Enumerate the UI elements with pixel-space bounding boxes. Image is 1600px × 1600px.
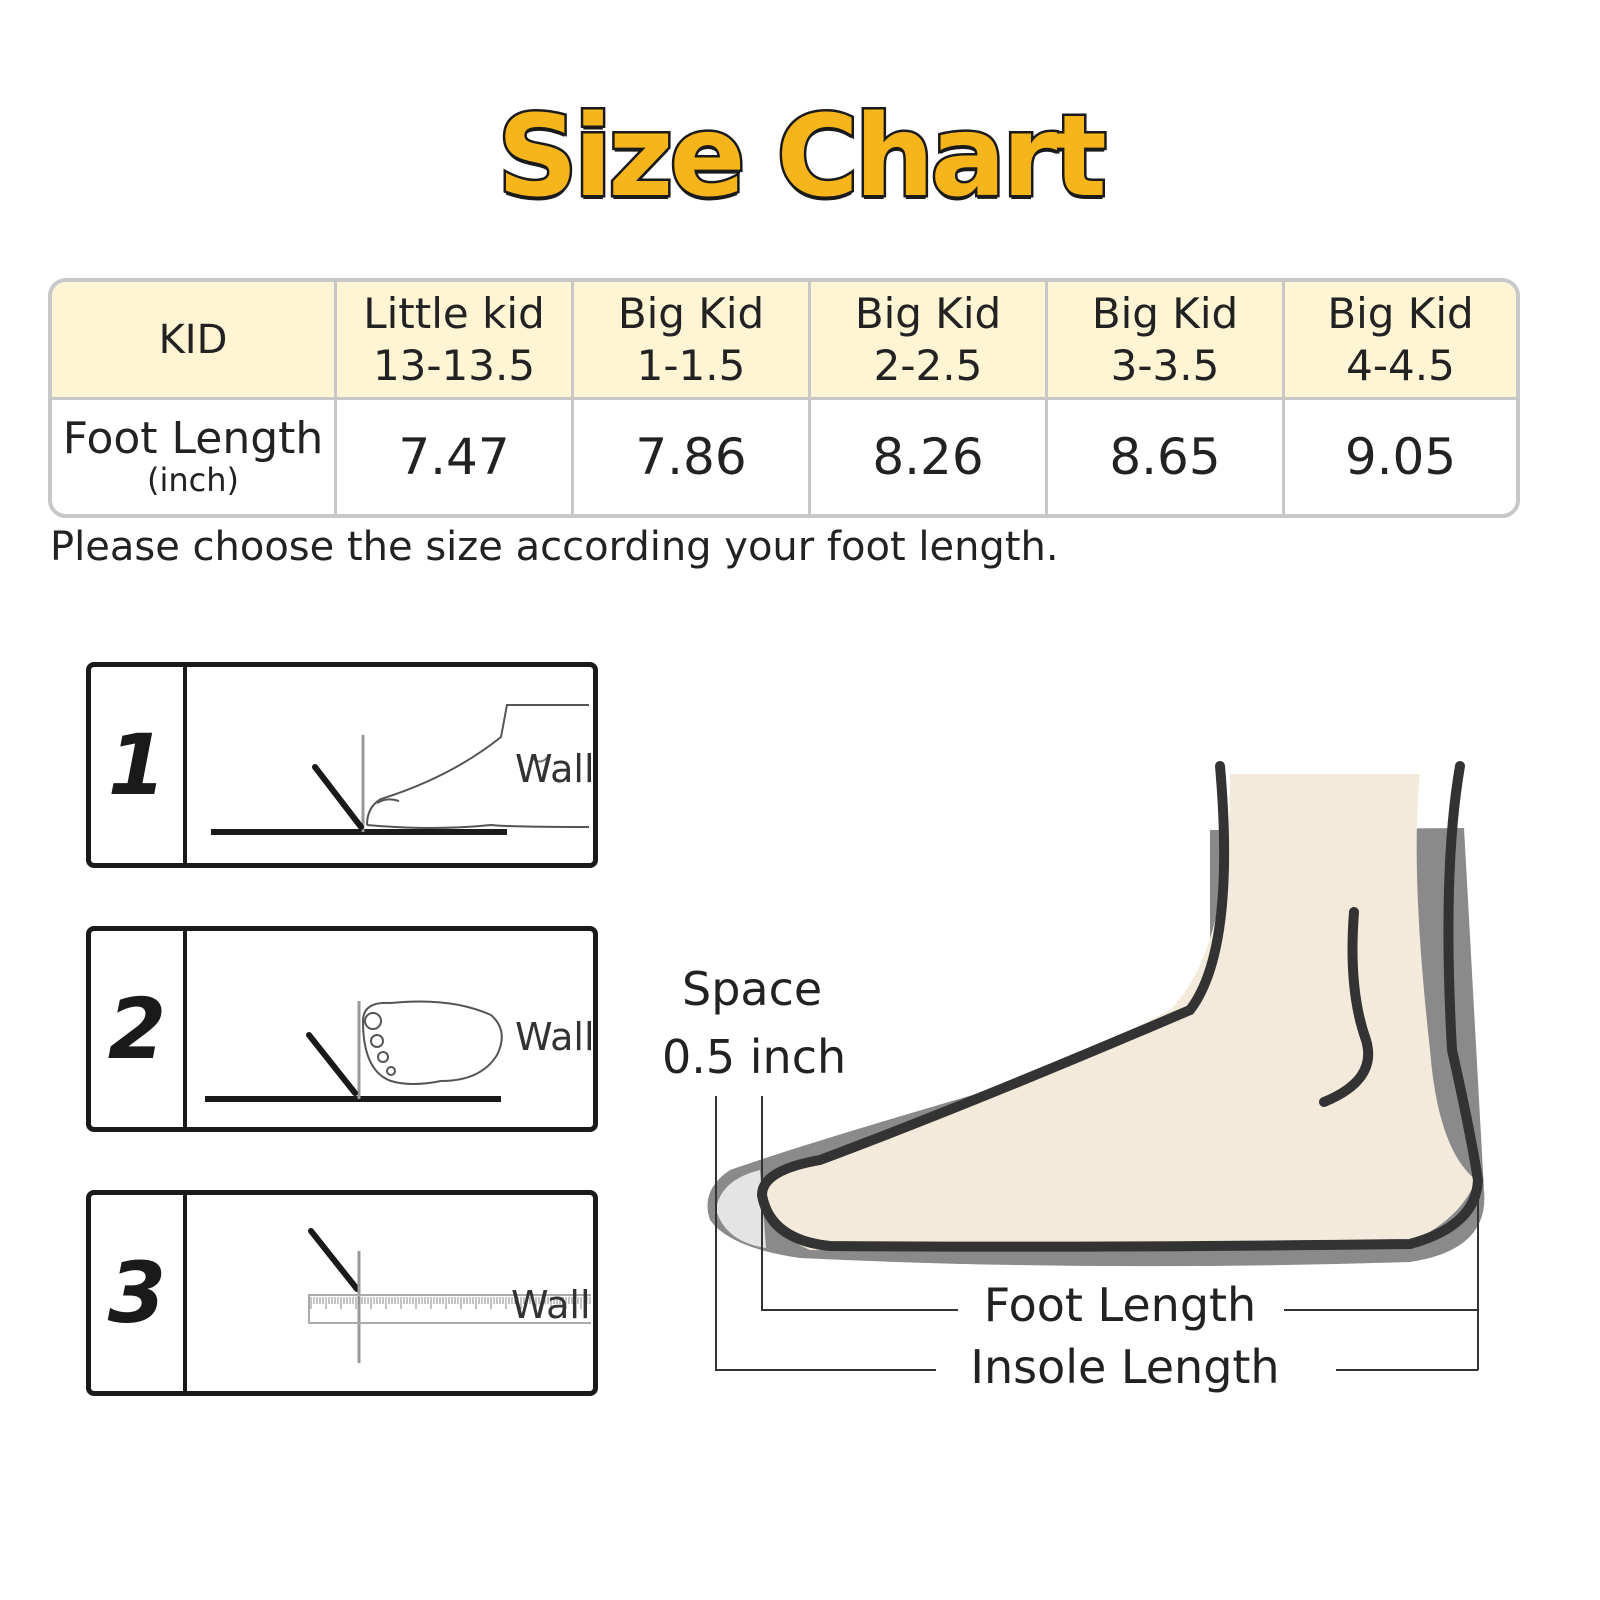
step-1-panel: 1 Wall [86,662,598,868]
foot-length-unit: (inch) [146,461,239,499]
foot-length-value-2: 7.86 [574,400,811,514]
step-number: 1 [91,667,187,863]
step-number: 2 [91,931,187,1127]
foot-outline [756,761,1484,1252]
step-2-panel: 2 Wall [86,926,598,1132]
header-size-4: Big Kid 3-3.5 [1048,282,1285,400]
insole-length-line [715,1096,936,1371]
step-3-panel: 3 Wall [86,1190,598,1396]
size-note: Please choose the size according your fo… [50,524,1059,570]
row-label-foot-length: Foot Length (inch) [52,400,337,514]
insole-length-caption: Insole Length [970,1340,1280,1394]
space-label: Space [682,962,823,1016]
wall-label: Wall [515,747,595,791]
header-size-3: Big Kid 2-2.5 [811,282,1048,400]
header-size-1: Little kid 13-13.5 [337,282,574,400]
wall-label: Wall [515,1015,595,1059]
header-size-2: Big Kid 1-1.5 [574,282,811,400]
size-name: Big Kid [617,288,765,338]
page-title: Size Chart [495,90,1109,225]
side-foot-illustration [211,704,590,835]
size-range: 13-13.5 [372,340,536,390]
foot-length-line [761,1096,958,1311]
foot-measurement-diagram [707,761,1485,1371]
size-table: KID Little kid 13-13.5 Big Kid 1-1.5 Big… [48,278,1520,518]
foot-length-label: Foot Length [62,413,324,464]
ruler-illustration [308,1228,591,1363]
header-size-5: Big Kid 4-4.5 [1285,282,1516,400]
foot-shape [765,774,1476,1251]
size-name: Big Kid [1327,288,1474,338]
size-range: 3-3.5 [1110,340,1220,390]
size-range: 4-4.5 [1346,340,1455,390]
foot-length-value-4: 8.65 [1048,400,1285,514]
size-name: Big Kid [1091,288,1239,338]
foot-length-value-3: 8.26 [811,400,1048,514]
size-range: 1-1.5 [636,340,746,390]
foot-length-value-5: 9.05 [1285,400,1516,514]
foot-length-caption: Foot Length [983,1278,1257,1332]
top-foot-illustration [205,1000,503,1102]
size-name: Big Kid [854,288,1002,338]
foot-length-value-1: 7.47 [337,400,574,514]
step-number: 3 [91,1195,187,1391]
space-value: 0.5 inch [662,1030,847,1084]
size-range: 2-2.5 [873,340,983,390]
size-name: Little kid [363,288,545,338]
wall-label: Wall [511,1283,591,1327]
header-kid: KID [52,282,337,400]
